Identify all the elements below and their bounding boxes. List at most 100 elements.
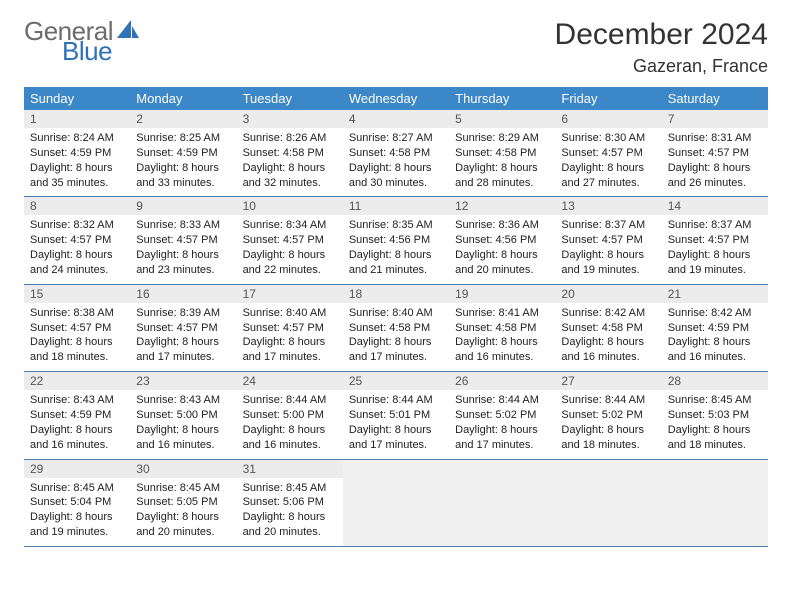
- sunrise-line: Sunrise: 8:43 AM: [136, 393, 230, 408]
- daylight-line: Daylight: 8 hours and 16 minutes.: [136, 423, 230, 453]
- day-details: Sunrise: 8:40 AMSunset: 4:58 PMDaylight:…: [343, 303, 449, 371]
- calendar-cell: 31Sunrise: 8:45 AMSunset: 5:06 PMDayligh…: [237, 459, 343, 546]
- sunset-line: Sunset: 4:57 PM: [243, 321, 337, 336]
- calendar-cell: 4Sunrise: 8:27 AMSunset: 4:58 PMDaylight…: [343, 110, 449, 197]
- sunrise-line: Sunrise: 8:34 AM: [243, 218, 337, 233]
- day-details: Sunrise: 8:40 AMSunset: 4:57 PMDaylight:…: [237, 303, 343, 371]
- day-number: 16: [130, 285, 236, 303]
- day-number: 11: [343, 197, 449, 215]
- sunset-line: Sunset: 4:57 PM: [668, 233, 762, 248]
- day-details: Sunrise: 8:45 AMSunset: 5:05 PMDaylight:…: [130, 478, 236, 546]
- calendar-cell-empty: [555, 459, 661, 546]
- daylight-line: Daylight: 8 hours and 17 minutes.: [243, 335, 337, 365]
- sunset-line: Sunset: 4:57 PM: [30, 321, 124, 336]
- day-number: 18: [343, 285, 449, 303]
- day-details: Sunrise: 8:33 AMSunset: 4:57 PMDaylight:…: [130, 215, 236, 283]
- daylight-line: Daylight: 8 hours and 19 minutes.: [668, 248, 762, 278]
- sunrise-line: Sunrise: 8:45 AM: [136, 481, 230, 496]
- title-block: December 2024 Gazeran, France: [555, 18, 768, 77]
- day-details: Sunrise: 8:27 AMSunset: 4:58 PMDaylight:…: [343, 128, 449, 196]
- sunset-line: Sunset: 4:58 PM: [243, 146, 337, 161]
- sunrise-line: Sunrise: 8:37 AM: [668, 218, 762, 233]
- calendar-cell: 7Sunrise: 8:31 AMSunset: 4:57 PMDaylight…: [662, 110, 768, 197]
- calendar-cell: 15Sunrise: 8:38 AMSunset: 4:57 PMDayligh…: [24, 284, 130, 371]
- calendar-cell: 17Sunrise: 8:40 AMSunset: 4:57 PMDayligh…: [237, 284, 343, 371]
- sunset-line: Sunset: 5:00 PM: [243, 408, 337, 423]
- sunset-line: Sunset: 4:59 PM: [668, 321, 762, 336]
- daylight-line: Daylight: 8 hours and 23 minutes.: [136, 248, 230, 278]
- sunset-line: Sunset: 4:57 PM: [561, 146, 655, 161]
- day-details: Sunrise: 8:44 AMSunset: 5:02 PMDaylight:…: [449, 390, 555, 458]
- daylight-line: Daylight: 8 hours and 17 minutes.: [455, 423, 549, 453]
- day-number: 14: [662, 197, 768, 215]
- calendar-cell: 1Sunrise: 8:24 AMSunset: 4:59 PMDaylight…: [24, 110, 130, 197]
- calendar-cell: 20Sunrise: 8:42 AMSunset: 4:58 PMDayligh…: [555, 284, 661, 371]
- day-details: Sunrise: 8:24 AMSunset: 4:59 PMDaylight:…: [24, 128, 130, 196]
- day-details: Sunrise: 8:26 AMSunset: 4:58 PMDaylight:…: [237, 128, 343, 196]
- sunset-line: Sunset: 4:57 PM: [243, 233, 337, 248]
- calendar-cell: 11Sunrise: 8:35 AMSunset: 4:56 PMDayligh…: [343, 197, 449, 284]
- day-number: 13: [555, 197, 661, 215]
- daylight-line: Daylight: 8 hours and 19 minutes.: [30, 510, 124, 540]
- sunrise-line: Sunrise: 8:33 AM: [136, 218, 230, 233]
- day-number: 31: [237, 460, 343, 478]
- calendar-row: 1Sunrise: 8:24 AMSunset: 4:59 PMDaylight…: [24, 110, 768, 197]
- sunset-line: Sunset: 4:58 PM: [561, 321, 655, 336]
- day-details: Sunrise: 8:34 AMSunset: 4:57 PMDaylight:…: [237, 215, 343, 283]
- daylight-line: Daylight: 8 hours and 17 minutes.: [349, 423, 443, 453]
- sunrise-line: Sunrise: 8:26 AM: [243, 131, 337, 146]
- day-number: 27: [555, 372, 661, 390]
- day-details: Sunrise: 8:36 AMSunset: 4:56 PMDaylight:…: [449, 215, 555, 283]
- sunrise-line: Sunrise: 8:39 AM: [136, 306, 230, 321]
- logo-word-2: Blue: [62, 38, 139, 64]
- day-number: 3: [237, 110, 343, 128]
- calendar-cell: 22Sunrise: 8:43 AMSunset: 4:59 PMDayligh…: [24, 372, 130, 459]
- sunset-line: Sunset: 5:00 PM: [136, 408, 230, 423]
- sunset-line: Sunset: 4:57 PM: [136, 321, 230, 336]
- daylight-line: Daylight: 8 hours and 33 minutes.: [136, 161, 230, 191]
- day-number: 24: [237, 372, 343, 390]
- day-number: 1: [24, 110, 130, 128]
- day-number: 6: [555, 110, 661, 128]
- daylight-line: Daylight: 8 hours and 18 minutes.: [30, 335, 124, 365]
- daylight-line: Daylight: 8 hours and 16 minutes.: [30, 423, 124, 453]
- sunset-line: Sunset: 4:59 PM: [30, 146, 124, 161]
- weekday-header: Thursday: [449, 87, 555, 110]
- sunrise-line: Sunrise: 8:29 AM: [455, 131, 549, 146]
- sunrise-line: Sunrise: 8:45 AM: [243, 481, 337, 496]
- calendar-cell: 8Sunrise: 8:32 AMSunset: 4:57 PMDaylight…: [24, 197, 130, 284]
- day-number: 30: [130, 460, 236, 478]
- sunrise-line: Sunrise: 8:36 AM: [455, 218, 549, 233]
- daylight-line: Daylight: 8 hours and 20 minutes.: [455, 248, 549, 278]
- sunset-line: Sunset: 5:06 PM: [243, 495, 337, 510]
- sunset-line: Sunset: 5:05 PM: [136, 495, 230, 510]
- sunrise-line: Sunrise: 8:44 AM: [243, 393, 337, 408]
- day-details: Sunrise: 8:43 AMSunset: 4:59 PMDaylight:…: [24, 390, 130, 458]
- sunrise-line: Sunrise: 8:37 AM: [561, 218, 655, 233]
- sunset-line: Sunset: 4:57 PM: [668, 146, 762, 161]
- calendar-cell: 29Sunrise: 8:45 AMSunset: 5:04 PMDayligh…: [24, 459, 130, 546]
- day-number: 5: [449, 110, 555, 128]
- calendar-cell: 16Sunrise: 8:39 AMSunset: 4:57 PMDayligh…: [130, 284, 236, 371]
- daylight-line: Daylight: 8 hours and 19 minutes.: [561, 248, 655, 278]
- sunrise-line: Sunrise: 8:27 AM: [349, 131, 443, 146]
- sunset-line: Sunset: 4:57 PM: [561, 233, 655, 248]
- day-details: Sunrise: 8:41 AMSunset: 4:58 PMDaylight:…: [449, 303, 555, 371]
- month-title: December 2024: [555, 18, 768, 52]
- calendar-cell: 14Sunrise: 8:37 AMSunset: 4:57 PMDayligh…: [662, 197, 768, 284]
- sunrise-line: Sunrise: 8:45 AM: [30, 481, 124, 496]
- day-number: 25: [343, 372, 449, 390]
- daylight-line: Daylight: 8 hours and 21 minutes.: [349, 248, 443, 278]
- day-details: Sunrise: 8:32 AMSunset: 4:57 PMDaylight:…: [24, 215, 130, 283]
- daylight-line: Daylight: 8 hours and 30 minutes.: [349, 161, 443, 191]
- daylight-line: Daylight: 8 hours and 26 minutes.: [668, 161, 762, 191]
- sunrise-line: Sunrise: 8:40 AM: [349, 306, 443, 321]
- calendar-cell: 23Sunrise: 8:43 AMSunset: 5:00 PMDayligh…: [130, 372, 236, 459]
- sunset-line: Sunset: 4:58 PM: [349, 146, 443, 161]
- daylight-line: Daylight: 8 hours and 16 minutes.: [668, 335, 762, 365]
- daylight-line: Daylight: 8 hours and 35 minutes.: [30, 161, 124, 191]
- sunrise-line: Sunrise: 8:30 AM: [561, 131, 655, 146]
- day-details: Sunrise: 8:37 AMSunset: 4:57 PMDaylight:…: [662, 215, 768, 283]
- day-number: 19: [449, 285, 555, 303]
- calendar-cell: 10Sunrise: 8:34 AMSunset: 4:57 PMDayligh…: [237, 197, 343, 284]
